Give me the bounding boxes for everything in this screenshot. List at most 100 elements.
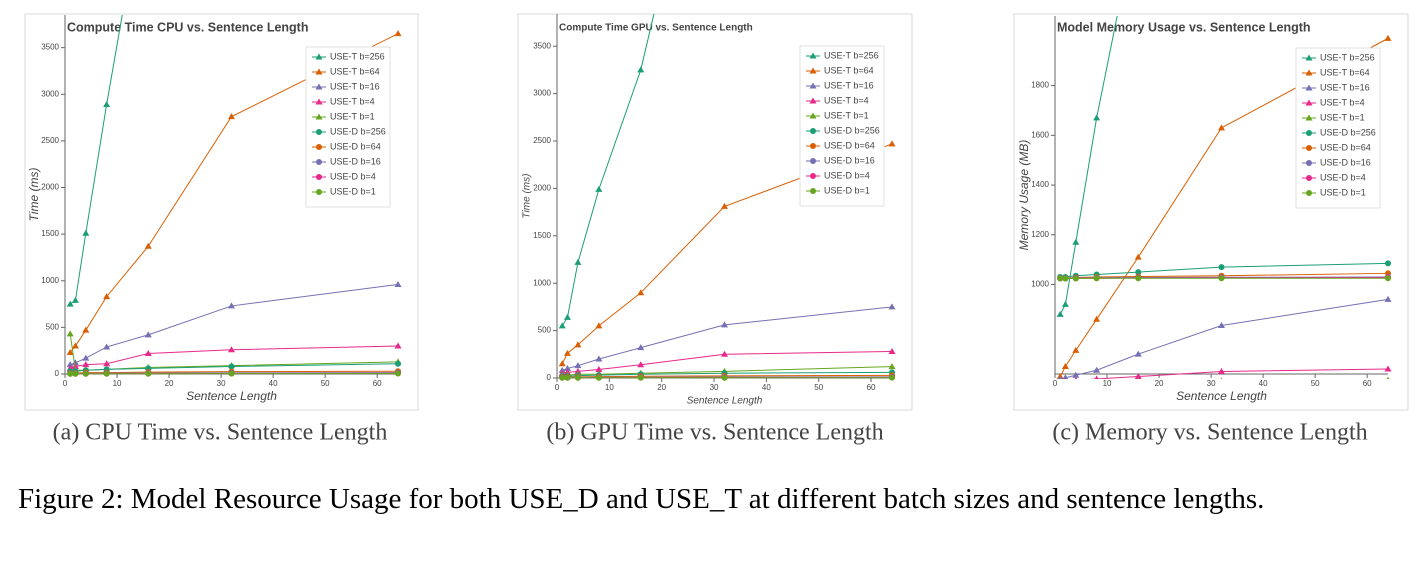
- marker: [595, 355, 603, 362]
- marker: [1093, 366, 1101, 373]
- chart-title: Compute Time GPU vs. Sentence Length: [559, 23, 753, 34]
- marker: [82, 370, 89, 377]
- legend-label: USE-D b=64: [1320, 142, 1371, 152]
- marker: [595, 365, 603, 372]
- marker: [1134, 253, 1142, 260]
- marker: [810, 158, 816, 164]
- marker: [1385, 260, 1391, 267]
- chart-title: Compute Time CPU vs. Sentence Length: [67, 20, 308, 34]
- marker: [574, 362, 582, 369]
- y-tick-label: 1000: [533, 278, 551, 287]
- marker: [1093, 315, 1101, 322]
- marker: [810, 173, 816, 179]
- x-tick-label: 30: [710, 383, 719, 392]
- marker: [1096, 378, 1097, 379]
- marker: [316, 129, 322, 135]
- x-tick-label: 30: [217, 379, 226, 388]
- y-tick-label: 1500: [41, 229, 59, 238]
- marker: [1385, 275, 1391, 282]
- marker: [1072, 346, 1080, 353]
- marker: [1135, 275, 1142, 282]
- marker: [66, 349, 74, 356]
- y-tick-label: 500: [46, 322, 60, 331]
- marker: [1306, 175, 1312, 181]
- marker: [888, 140, 896, 147]
- marker: [315, 98, 323, 105]
- marker: [1057, 275, 1064, 282]
- marker: [1064, 377, 1067, 379]
- x-tick-label: 50: [321, 379, 330, 388]
- marker: [574, 341, 582, 348]
- y-tick-label: 1000: [1031, 280, 1049, 289]
- marker: [1220, 377, 1223, 379]
- figure-caption: Figure 2: Model Resource Usage for both …: [18, 483, 1265, 515]
- marker: [315, 113, 323, 120]
- legend-label: USE-T b=16: [1320, 82, 1370, 92]
- marker: [721, 202, 728, 209]
- legend-label: USE-T b=4: [330, 96, 375, 106]
- chart-title: Model Memory Usage vs. Sentence Length: [1057, 20, 1311, 34]
- legend-label: USE-T b=64: [824, 65, 874, 75]
- y-tick-label: 2000: [533, 184, 551, 193]
- marker: [395, 360, 401, 367]
- legend-label: USE-T b=256: [1320, 52, 1375, 62]
- marker: [1305, 69, 1313, 76]
- marker: [1057, 379, 1064, 385]
- legend-label: USE-T b=64: [330, 66, 380, 76]
- marker: [889, 374, 895, 381]
- marker: [1056, 310, 1064, 317]
- marker: [103, 370, 110, 377]
- y-tick-label: 1000: [41, 276, 59, 285]
- marker: [228, 363, 235, 370]
- marker: [1384, 295, 1392, 302]
- y-tick-label: 1400: [1031, 180, 1049, 189]
- x-tick-label: 40: [269, 379, 278, 388]
- chart-frame: [1013, 13, 1409, 411]
- x-tick-label: 30: [1207, 379, 1216, 388]
- marker: [563, 349, 571, 356]
- y-tick-label: 2500: [41, 136, 59, 145]
- legend-label: USE-T b=4: [1320, 97, 1365, 107]
- legend-label: USE-T b=1: [824, 110, 869, 120]
- marker: [66, 300, 74, 307]
- marker: [1218, 124, 1225, 131]
- marker: [66, 330, 74, 337]
- legend-label: USE-D b=4: [330, 171, 376, 181]
- marker: [103, 360, 111, 367]
- marker: [72, 370, 79, 377]
- chart-frame: [24, 13, 419, 411]
- marker: [1058, 375, 1063, 379]
- legend-label: USE-T b=16: [824, 80, 874, 90]
- y-axis-label: Memory Usage (MB): [1017, 140, 1031, 251]
- marker: [595, 374, 602, 381]
- y-tick-label: 1600: [1031, 130, 1049, 139]
- legend-label: USE-D b=64: [824, 140, 875, 150]
- marker: [103, 293, 111, 300]
- legend-label: USE-T b=1: [1320, 112, 1365, 122]
- marker: [82, 354, 90, 361]
- marker: [809, 67, 817, 74]
- marker: [1305, 84, 1313, 91]
- y-tick-label: 500: [538, 326, 552, 335]
- marker: [394, 280, 402, 287]
- marker: [809, 52, 817, 59]
- figure: Compute Time CPU vs. Sentence Length Sent…: [24, 13, 1409, 446]
- marker: [1306, 160, 1312, 166]
- legend: USE-T b=256 USE-T b=64 USE-T b=16 USE-T b=4…: [1295, 47, 1381, 209]
- marker: [637, 66, 645, 73]
- legend-label: USE-T b=256: [330, 51, 385, 61]
- marker: [1061, 363, 1069, 370]
- marker: [558, 360, 566, 367]
- y-tick-label: 3000: [533, 89, 551, 98]
- marker: [1072, 371, 1080, 378]
- x-tick-label: 0: [1053, 379, 1058, 388]
- marker: [563, 313, 571, 320]
- legend-label: USE-D b=16: [330, 156, 381, 166]
- marker: [82, 326, 90, 333]
- y-tick-label: 2500: [533, 136, 551, 145]
- marker: [1135, 269, 1142, 276]
- x-tick-label: 40: [1259, 379, 1268, 388]
- x-tick-label: 20: [1155, 379, 1164, 388]
- marker: [1134, 350, 1142, 357]
